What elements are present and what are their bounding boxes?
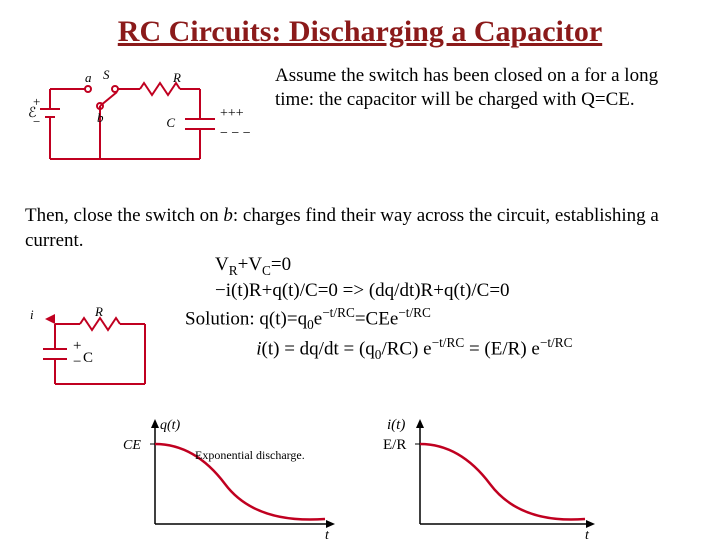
- body-paragraph: Then, close the switch on b: charges fin…: [25, 204, 695, 253]
- chart1-xlabel: t: [325, 528, 330, 543]
- chart2-ylabel: i(t): [387, 417, 405, 433]
- label-S: S: [103, 67, 110, 82]
- cap-plus2: +: [73, 338, 81, 354]
- label-R2: R: [94, 304, 103, 319]
- chart1-yval: CE: [123, 438, 141, 453]
- chart2-xlabel: t: [585, 528, 590, 543]
- label-R: R: [172, 70, 181, 85]
- cap-plus: +++: [220, 106, 244, 121]
- chart-q-decay: q(t) CE t Exponential discharge.: [115, 414, 345, 549]
- circuit-diagram-discharge: i R + − C: [25, 304, 175, 409]
- chart-i-decay: i(t) E/R t: [375, 414, 605, 549]
- page-title: RC Circuits: Discharging a Capacitor: [25, 15, 695, 49]
- emf-symbol: ℰ: [28, 106, 36, 121]
- chart1-caption: Exponential discharge.: [195, 448, 305, 462]
- cap-minus2: −: [73, 354, 81, 370]
- label-C2: C: [83, 350, 93, 366]
- label-i: i: [30, 307, 34, 322]
- intro-paragraph: Assume the switch has been closed on a f…: [275, 64, 695, 112]
- cap-minus: − − −: [220, 126, 251, 141]
- chart1-ylabel: q(t): [160, 418, 181, 433]
- equation-block: VR+VC=0 −i(t)R+q(t)/C=0 => (dq/dt)R+q(t)…: [215, 253, 695, 304]
- solution-block: Solution: q(t)=q0e−t/RC=CEe−t/RC i(t) = …: [185, 304, 572, 363]
- circuit-diagram-switch: a S b R C + − +++ − − − ℰ: [25, 64, 255, 189]
- label-C: C: [166, 115, 175, 130]
- chart2-yval: E/R: [383, 437, 406, 453]
- label-a: a: [85, 70, 92, 85]
- label-b: b: [97, 110, 104, 125]
